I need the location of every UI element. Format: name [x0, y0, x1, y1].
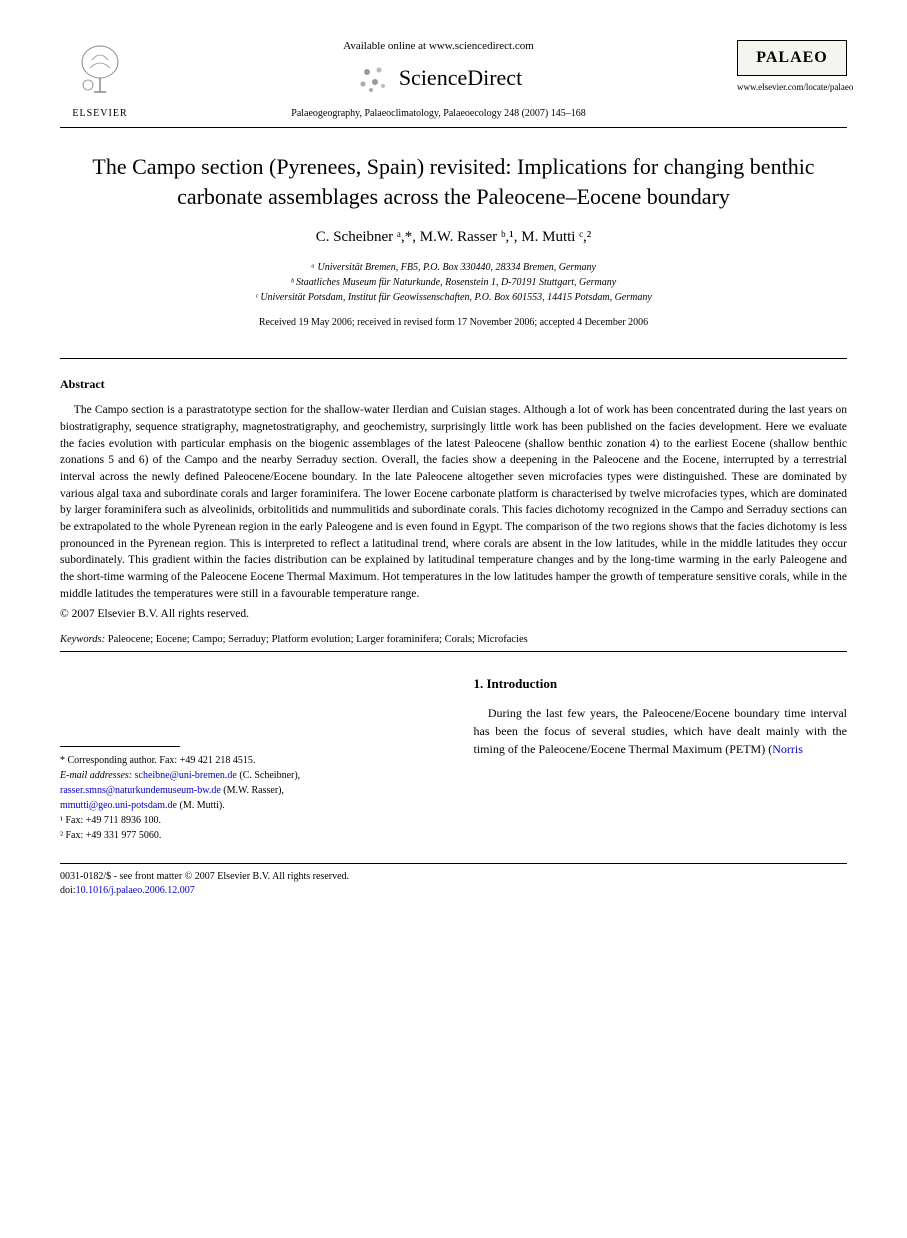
article-title: The Campo section (Pyrenees, Spain) revi…	[60, 152, 847, 211]
footer-text: 0031-0182/$ - see front matter © 2007 El…	[60, 870, 847, 898]
affiliations-block: ᵃ Universität Bremen, FB5, P.O. Box 3304…	[60, 260, 847, 305]
left-column: * Corresponding author. Fax: +49 421 218…	[60, 676, 434, 843]
email-link-1[interactable]: scheibne@uni-bremen.de	[135, 770, 237, 781]
introduction-heading: 1. Introduction	[474, 676, 848, 692]
keywords-list: Paleocene; Eocene; Campo; Serraduy; Plat…	[108, 634, 528, 645]
email-who-3: (M. Mutti).	[179, 800, 224, 811]
email-who-1: (C. Scheibner),	[239, 770, 300, 781]
affiliation-c: ᶜ Universität Potsdam, Institut für Geow…	[60, 290, 847, 305]
abstract-top-rule	[60, 358, 847, 359]
email-addresses: E-mail addresses: scheibne@uni-bremen.de…	[60, 768, 434, 813]
two-column-body: * Corresponding author. Fax: +49 421 218…	[60, 676, 847, 843]
fax-1: ¹ Fax: +49 711 8936 100.	[60, 813, 434, 828]
footnote-rule	[60, 746, 180, 747]
footer-frontmatter: 0031-0182/$ - see front matter © 2007 El…	[60, 871, 349, 882]
introduction-body: During the last few years, the Paleocene…	[474, 704, 848, 758]
email-who-2: (M.W. Rasser),	[223, 785, 284, 796]
abstract-copyright: © 2007 Elsevier B.V. All rights reserved…	[60, 608, 847, 620]
elsevier-logo: ELSEVIER	[60, 40, 140, 119]
right-column: 1. Introduction During the last few year…	[474, 676, 848, 843]
email-link-2[interactable]: rasser.smns@naturkundemuseum-bw.de	[60, 785, 221, 796]
corresponding-author: * Corresponding author. Fax: +49 421 218…	[60, 753, 434, 768]
elsevier-label: ELSEVIER	[60, 108, 140, 119]
sciencedirect-label: ScienceDirect	[399, 65, 522, 91]
abstract-heading: Abstract	[60, 377, 847, 392]
sciencedirect-logo: ScienceDirect	[160, 60, 717, 96]
article-dates: Received 19 May 2006; received in revise…	[60, 317, 847, 328]
keywords-label: Keywords:	[60, 634, 105, 645]
doi-label: doi:	[60, 885, 76, 896]
header-divider	[60, 127, 847, 128]
sciencedirect-icon	[355, 60, 391, 96]
journal-url: www.elsevier.com/locate/palaeo	[737, 82, 847, 92]
footer-rule: 0031-0182/$ - see front matter © 2007 El…	[60, 863, 847, 898]
email-label: E-mail addresses:	[60, 770, 132, 781]
citation-link-norris[interactable]: Norris	[772, 742, 803, 756]
email-link-3[interactable]: mmutti@geo.uni-potsdam.de	[60, 800, 177, 811]
page-header: ELSEVIER Available online at www.science…	[60, 40, 847, 119]
keywords-line: Keywords: Paleocene; Eocene; Campo; Serr…	[60, 634, 847, 645]
abstract-bottom-rule	[60, 651, 847, 652]
fax-2: ² Fax: +49 331 977 5060.	[60, 828, 434, 843]
journal-logo-block: PALAEO www.elsevier.com/locate/palaeo	[737, 40, 847, 92]
available-online-text: Available online at www.sciencedirect.co…	[160, 40, 717, 52]
footnotes-block: * Corresponding author. Fax: +49 421 218…	[60, 753, 434, 843]
center-header: Available online at www.sciencedirect.co…	[140, 40, 737, 119]
journal-reference: Palaeogeography, Palaeoclimatology, Pala…	[160, 108, 717, 119]
affiliation-a: ᵃ Universität Bremen, FB5, P.O. Box 3304…	[60, 260, 847, 275]
palaeo-badge: PALAEO	[737, 40, 847, 76]
elsevier-tree-icon	[70, 40, 130, 100]
abstract-body: The Campo section is a parastratotype se…	[60, 402, 847, 602]
author-list: C. Scheibner ᵃ,*, M.W. Rasser ᵇ,¹, M. Mu…	[60, 229, 847, 246]
affiliation-b: ᵇ Staatliches Museum für Naturkunde, Ros…	[60, 275, 847, 290]
doi-link[interactable]: 10.1016/j.palaeo.2006.12.007	[76, 885, 195, 896]
